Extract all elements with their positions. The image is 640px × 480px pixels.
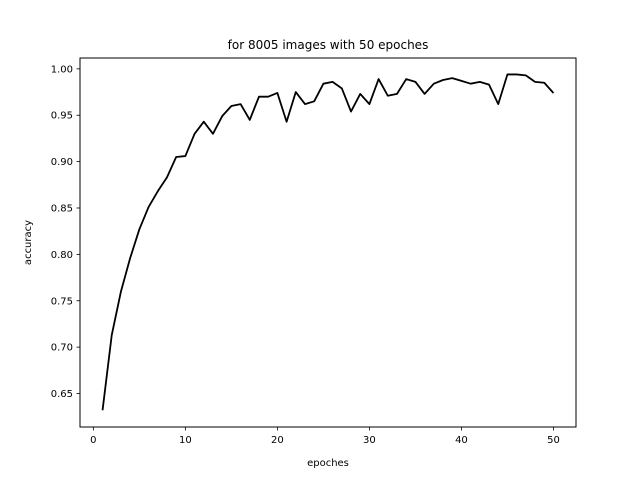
y-tick-label: 0.95 <box>51 111 73 122</box>
x-tick-label: 0 <box>90 435 96 446</box>
y-axis-label: accuracy <box>23 220 34 265</box>
y-tick-label: 0.70 <box>51 343 73 354</box>
y-tick-label: 1.00 <box>51 64 73 75</box>
y-tick-label: 0.80 <box>51 250 73 261</box>
y-tick-label: 0.90 <box>51 157 73 168</box>
x-axis-label: epoches <box>307 458 349 469</box>
x-axis-ticks: 0 10 20 30 40 50 <box>90 427 560 446</box>
x-tick-label: 50 <box>547 435 560 446</box>
x-tick-label: 30 <box>363 435 376 446</box>
x-tick-label: 20 <box>271 435 284 446</box>
y-tick-label: 0.85 <box>51 203 73 214</box>
axes-frame <box>79 57 577 428</box>
series-layer <box>101 73 555 411</box>
x-tick-label: 40 <box>455 435 468 446</box>
chart-title: for 8005 images with 50 epoches <box>228 38 429 52</box>
y-tick-label: 0.65 <box>51 389 73 400</box>
y-tick-label: 0.75 <box>51 296 73 307</box>
series-line-0 <box>101 73 555 411</box>
x-tick-label: 10 <box>179 435 192 446</box>
y-axis-ticks: 0.65 0.70 0.75 0.80 0.85 0.90 0.95 1.00 <box>51 64 80 400</box>
